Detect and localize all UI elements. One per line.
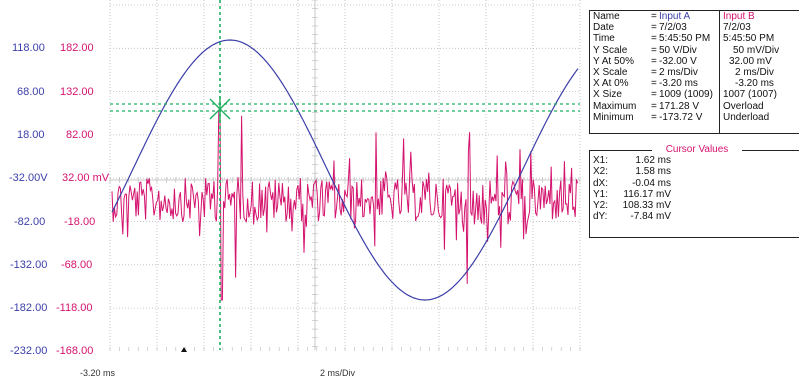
x-start-label: -3.20 ms — [80, 368, 116, 378]
channel-info-panel: Name = Input A Date = 7/2/03 Time = 5:45:50 PM… — [589, 10, 799, 134]
info-b-value: Overload — [723, 100, 764, 112]
trigger-marker-icon — [181, 347, 187, 352]
axis-a-label: -82.00 — [14, 216, 46, 228]
info-b-value: 5:45:50 PM — [723, 33, 775, 45]
cursor-label: dX: — [593, 177, 609, 189]
info-b-value: 2 ms/Div — [735, 67, 774, 79]
info-label: Y Scale — [593, 44, 628, 56]
info-a-value: 1009 (1009) — [659, 89, 713, 101]
info-label: Minimum — [593, 111, 634, 123]
x-scale-label: 2 ms/Div — [320, 368, 356, 378]
axis-a-label: 68.00 — [17, 86, 45, 98]
info-a-value: -173.72 V — [659, 111, 703, 123]
cursor-value: -0.04 ms — [632, 177, 671, 189]
info-a-value: -32.00 V — [659, 55, 697, 67]
info-label: Date — [593, 22, 615, 34]
info-b-value: 50 mV/Div — [733, 44, 780, 56]
info-a-value: 171.28 V — [659, 100, 700, 112]
info-label: X Size — [593, 89, 622, 101]
x-axis-readout: -3.20 ms 2 ms/Div — [80, 368, 355, 378]
cursor-value: 108.33 mV — [622, 200, 671, 212]
info-b-value: 32.00 mV — [729, 55, 772, 67]
cursor-label: dY: — [593, 211, 608, 223]
info-b-value: -3.20 ms — [735, 78, 774, 90]
channel-b-info-column: Input B 7/2/03 5:45:50 PM 50 mV/Div 32.0… — [719, 11, 799, 133]
cursor-label: Y1: — [593, 188, 609, 200]
axis-b-label: 132.00 — [60, 86, 94, 98]
cursor-label: X2: — [593, 166, 609, 178]
axis-b-label: -118.00 — [56, 302, 93, 314]
axis-b-label: -68.00 — [61, 259, 93, 271]
axis-b-label: -18.00 — [64, 216, 96, 228]
axis-b-label: 182.00 — [60, 42, 94, 54]
info-label: Y At 50% — [593, 55, 634, 67]
axis-b-label: 82.00 — [66, 129, 94, 141]
axis-a-label: -182.00 — [10, 302, 48, 314]
info-a-value: 7/2/03 — [659, 22, 687, 34]
cursor-values-panel: Cursor Values X1: 1.62 ms X2: 1.58 ms dX: -… — [589, 144, 799, 238]
channel-b-trace — [111, 109, 579, 301]
cursor-value: -7.84 mV — [630, 211, 671, 223]
axis-a-label: -232.00 — [10, 345, 48, 357]
axis-a-label: -132.00 — [10, 259, 48, 271]
cursor-marker-icon[interactable] — [209, 96, 231, 122]
cursor-value: 1.62 ms — [635, 155, 671, 167]
axis-b-label: -168.00 — [56, 345, 94, 357]
axis-b-label: 32.00 mV — [62, 172, 110, 184]
axis-a-label: 18.00 — [17, 129, 45, 141]
info-a-value: 2 ms/Div — [659, 67, 698, 79]
info-a-value: Input A — [659, 11, 691, 22]
info-label: X At 0% — [593, 78, 629, 90]
info-a-value: 5:45:50 PM — [659, 33, 711, 45]
channel-a-trace — [111, 39, 579, 301]
info-label: Maximum — [593, 100, 637, 112]
axis-a-label: 118.00 — [12, 42, 45, 54]
info-a-value: 50 V/Div — [659, 44, 697, 56]
info-b-value: 7/2/03 — [723, 22, 751, 34]
cursor-label: X1: — [593, 155, 609, 167]
cursor-label: Y2: — [593, 200, 609, 212]
info-label: Name — [593, 11, 620, 22]
info-b-value: Input B — [723, 11, 755, 22]
cursor-value: 116.17 mV — [623, 188, 671, 200]
info-b-value: 1007 (1007) — [723, 89, 777, 101]
axis-a-label: -32.00V — [9, 172, 48, 184]
info-label: Time — [593, 33, 615, 45]
info-a-value: -3.20 ms — [659, 78, 698, 90]
cursor-values-title: Cursor Values — [652, 144, 742, 156]
info-b-value: Underload — [723, 111, 770, 123]
info-label: X Scale — [593, 67, 628, 79]
cursor-value: 1.58 ms — [635, 166, 671, 178]
